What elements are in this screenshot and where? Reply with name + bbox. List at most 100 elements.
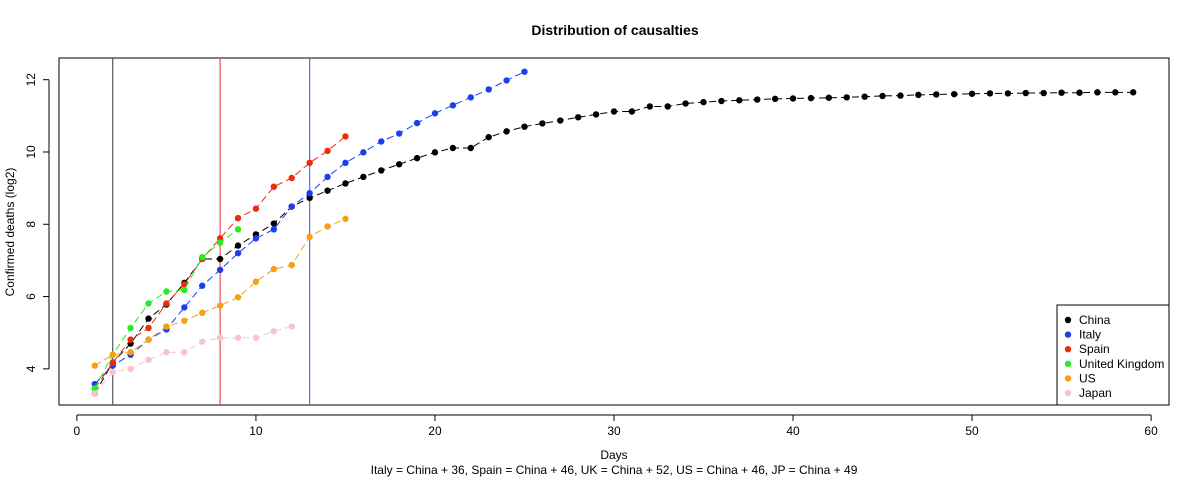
- point-us-day-5: [163, 323, 170, 330]
- point-us-day-15: [342, 215, 349, 223]
- point-italy-day-16: [360, 149, 367, 156]
- point-spain-day-5: [163, 300, 170, 307]
- point-italy-day-23: [485, 86, 492, 93]
- point-china-day-36: [718, 97, 725, 105]
- point-spain-day-4: [145, 324, 152, 332]
- y-axis: 4 6 8 10 12: [24, 73, 50, 372]
- point-china-day-59: [1129, 89, 1137, 96]
- point-china-day-48: [933, 91, 940, 98]
- point-italy-day-12: [288, 203, 295, 210]
- point-china-day-38: [754, 96, 761, 103]
- point-china-day-26: [539, 120, 546, 127]
- point-japan-day-10: [252, 334, 260, 341]
- legend-marker-china: [1064, 316, 1072, 324]
- point-japan-day-3: [127, 365, 134, 373]
- point-china-day-24: [503, 128, 510, 135]
- point-us-day-3: [127, 349, 134, 356]
- point-italy-day-9: [234, 249, 242, 257]
- point-china-day-13: [306, 194, 313, 202]
- point-spain-day-14: [324, 147, 331, 155]
- point-china-day-25: [521, 123, 528, 130]
- y-tick-label: 10: [24, 145, 38, 159]
- legend-label-china: China: [1079, 313, 1111, 327]
- point-china-day-40: [789, 95, 797, 102]
- point-china-day-37: [736, 97, 743, 104]
- x-tick-label: 60: [1144, 424, 1158, 438]
- point-spain-day-10: [252, 205, 260, 212]
- point-china-day-15: [342, 180, 349, 187]
- series-us: [91, 215, 349, 369]
- point-spain-day-6: [181, 281, 188, 288]
- point-china-day-31: [628, 108, 636, 115]
- point-china-day-49: [950, 90, 958, 98]
- point-japan-day-2: [109, 368, 116, 376]
- legend-label-united-kingdom: United Kingdom: [1079, 357, 1164, 371]
- point-china-day-9: [234, 242, 242, 249]
- x-tick-label: 50: [965, 424, 979, 438]
- point-us-day-4: [145, 336, 152, 343]
- point-japan-day-6: [181, 349, 188, 356]
- point-china-day-50: [968, 90, 976, 97]
- point-italy-day-19: [413, 119, 421, 127]
- legend-marker-united-kingdom: [1064, 360, 1072, 367]
- point-italy-day-17: [378, 138, 385, 145]
- chart-title: Distribution of causalties: [531, 22, 698, 38]
- point-china-day-22: [467, 144, 474, 152]
- reference-lines: [112, 58, 311, 405]
- point-china-day-51: [986, 90, 994, 97]
- point-united-kingdom-day-7: [199, 253, 206, 261]
- point-china-day-32: [646, 103, 654, 110]
- series-line-spain: [94, 136, 346, 389]
- point-china-day-44: [861, 93, 868, 100]
- point-us-day-8: [216, 302, 224, 309]
- x-tick-label: 0: [74, 424, 81, 438]
- point-japan-day-4: [145, 356, 152, 364]
- point-italy-day-21: [449, 102, 457, 109]
- point-japan-day-9: [234, 334, 242, 341]
- point-china-day-42: [825, 94, 833, 101]
- point-us-day-7: [199, 309, 206, 317]
- point-china-day-52: [1004, 90, 1012, 97]
- series-japan: [91, 323, 295, 397]
- point-us-day-14: [324, 223, 331, 230]
- legend-label-italy: Italy: [1079, 328, 1101, 342]
- point-china-day-4: [145, 315, 152, 322]
- point-japan-day-12: [288, 323, 295, 330]
- series-united-kingdom: [91, 226, 242, 392]
- point-china-day-41: [807, 94, 815, 102]
- point-united-kingdom-day-1: [91, 385, 99, 392]
- point-china-day-28: [574, 114, 582, 121]
- point-china-day-57: [1094, 89, 1101, 96]
- point-us-day-10: [252, 278, 260, 285]
- point-china-day-55: [1058, 89, 1065, 96]
- point-united-kingdom-day-4: [145, 300, 152, 307]
- series-line-united-kingdom: [94, 228, 239, 389]
- point-spain-day-3: [127, 336, 134, 343]
- point-china-day-58: [1112, 89, 1119, 96]
- point-italy-day-22: [467, 94, 474, 101]
- point-china-day-21: [449, 144, 457, 152]
- point-japan-day-7: [199, 338, 206, 345]
- point-japan-day-1: [91, 390, 99, 397]
- point-italy-day-25: [521, 68, 528, 75]
- point-china-day-45: [879, 92, 886, 100]
- plot-frame: [58, 57, 1170, 406]
- x-axis: 0 10 20 30 40 50 60: [74, 414, 1158, 438]
- point-italy-day-13: [306, 189, 313, 197]
- y-tick-label: 8: [24, 221, 38, 228]
- point-china-day-14: [324, 187, 331, 194]
- point-spain-day-2: [109, 359, 116, 366]
- legend-marker-japan: [1064, 389, 1072, 397]
- chart-subtitle: Italy = China + 36, Spain = China + 46, …: [371, 463, 858, 477]
- point-spain-day-11: [270, 183, 278, 190]
- point-spain-day-9: [234, 214, 242, 222]
- legend-label-spain: Spain: [1079, 342, 1110, 356]
- point-us-day-1: [91, 362, 99, 369]
- point-spain-day-13: [306, 159, 313, 167]
- point-china-day-46: [897, 92, 904, 99]
- legend-label-us: US: [1079, 371, 1096, 385]
- point-italy-day-11: [270, 226, 278, 233]
- point-china-day-30: [610, 108, 618, 115]
- point-china-day-18: [395, 161, 403, 168]
